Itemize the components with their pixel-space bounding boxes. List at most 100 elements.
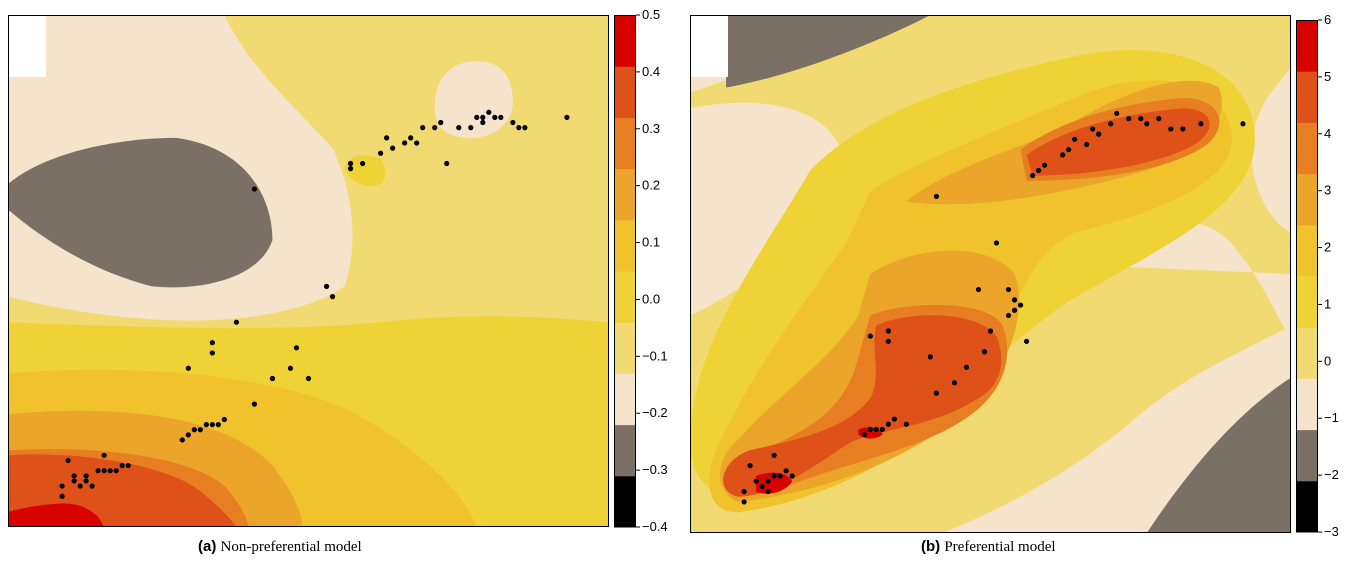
observation-point [885,421,891,427]
colorbar-segment [1296,122,1318,175]
contour-region [1026,108,1210,176]
observation-point [903,421,909,427]
contour-region [726,15,931,88]
observation-point [293,345,300,351]
colorbar-tick-label: 0.0 [642,291,660,306]
observation-point [185,432,191,438]
no-data-corner [690,15,728,77]
observation-point [95,468,101,474]
observation-point [486,109,492,115]
colorbar-tick-label: −0.3 [642,462,668,477]
colorbar-segment [1296,429,1318,482]
observation-point [191,427,197,433]
colorbar-tick-label: 0.5 [642,7,660,22]
observation-point [480,114,486,120]
observation-point [1144,121,1150,127]
panel-b: 6 5 4 3 2 1 0 −1 −2 −3 [690,12,1339,539]
caption-b-label: (b) [921,538,941,555]
observation-point [215,422,221,428]
observation-point [867,426,873,432]
observation-point [516,125,522,131]
observation-point [765,488,771,495]
observation-point [384,135,390,141]
caption-a-label: (a) [198,538,217,555]
observation-point [492,114,498,120]
observation-point [480,119,486,126]
colorbar-segment [1296,20,1318,72]
observation-point [1035,167,1042,173]
observation-point [113,468,119,474]
observation-point [432,125,438,131]
observation-point [1156,116,1162,122]
observation-point [474,114,480,120]
heatmap [690,15,1291,533]
observation-point [420,125,426,131]
observation-point [1126,116,1132,122]
observation-point [1066,147,1072,153]
observation-point [77,483,83,489]
colorbar-segment [1296,173,1318,226]
colorbar: 6 5 4 3 2 1 0 −1 −2 −3 [1296,12,1339,539]
observation-point [1168,126,1174,132]
observation-point [933,390,940,396]
observation-point [1114,110,1120,117]
caption-b-text: Preferential model [944,539,1056,555]
colorbar-segment [1296,480,1318,533]
map-frame [690,15,1291,533]
colorbar-tick-label: 4 [1324,126,1331,141]
colorbar-frame [1296,20,1318,532]
colorbar-tick-label: −2 [1324,467,1339,482]
observation-point [1180,126,1186,132]
colorbar-tick-label: −0.4 [642,519,668,534]
observation-point [378,150,384,156]
observation-point [1060,152,1066,158]
observation-point [564,114,570,120]
colorbar-tick-label: 5 [1324,69,1331,84]
observation-point [390,145,396,151]
colorbar-segment [1296,378,1318,431]
colorbar-segment [614,475,636,528]
observation-point [414,140,420,146]
observation-point [1005,286,1012,293]
observation-point [203,422,209,428]
observation-point [329,294,336,300]
colorbar-segment [1296,276,1318,328]
observation-point [107,468,113,474]
observation-point [251,186,258,192]
observation-point [101,452,107,458]
observation-point [209,422,215,428]
observation-point [1084,141,1090,148]
contour-region [344,155,386,186]
observation-point [359,160,366,167]
contour-region [756,472,793,494]
observation-point [885,338,891,344]
observation-point [759,483,765,489]
observation-point [981,349,988,355]
observation-point [741,499,747,505]
observation-point [1011,307,1018,313]
observation-point [251,401,258,407]
observation-point [789,473,795,479]
observation-point [468,125,474,131]
observation-point [83,473,89,479]
observation-point [456,125,462,131]
observation-point [209,350,215,356]
colorbar-tick-label: 3 [1324,183,1331,198]
contour-region [8,503,105,527]
contour-region [8,137,273,288]
colorbar-frame [614,15,636,527]
observation-point [1090,126,1096,132]
colorbar-tick-label: −1 [1324,410,1339,425]
colorbar-tick-label: 0.1 [642,235,660,250]
observation-point [1108,121,1114,127]
colorbar: 0.5 0.4 0.3 0.2 0.1 0.0 −0.1 −0.2 −0.3 −0.4 [614,7,668,534]
observation-point [269,375,276,382]
observation-point [347,160,354,167]
observation-point [498,114,504,120]
observation-point [221,416,227,423]
observation-point [444,160,450,167]
caption-b: (b) Preferential model [921,538,1056,556]
observation-point [305,375,312,382]
colorbar-segment [1296,327,1318,379]
